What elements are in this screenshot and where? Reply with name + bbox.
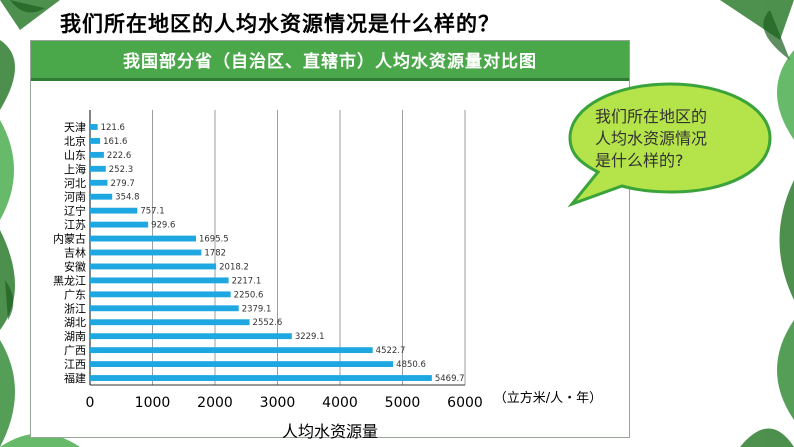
x-axis-label: 人均水资源量 [282,422,378,441]
value-label: 2217.1 [232,276,262,286]
bar [90,305,239,312]
bar [90,249,202,256]
value-label: 3229.1 [295,332,325,342]
x-tick-label: 3000 [260,395,296,411]
x-tick-label: 6000 [447,395,483,411]
value-label: 2250.6 [234,290,264,300]
chart-title: 我国部分省（自治区、直辖市）人均水资源量对比图 [31,41,629,81]
chart-grid [89,110,466,386]
bubble-line-1: 我们所在地区的 [595,107,708,126]
speech-bubble-shape [567,82,772,208]
slide-title: 我们所在地区的人均水资源情况是什么样的？ [60,12,500,36]
value-label: 929.6 [151,221,175,231]
bar [90,124,98,130]
category-label: 浙江 [64,302,86,315]
chart-bars [90,124,432,381]
speech-bubble [567,82,772,208]
bar [90,151,104,158]
bar [90,137,101,144]
x-tick-label: 5000 [385,395,421,411]
category-label: 广东 [64,288,86,301]
category-label: 安徽 [64,259,86,273]
x-tick-label: 4000 [322,395,358,411]
category-label: 北京 [64,134,86,148]
bar [90,333,292,340]
value-label: 2379.1 [242,304,272,314]
bar [90,221,149,228]
bar [90,361,394,368]
value-label: 1782 [204,249,226,259]
bar [90,193,113,200]
category-label: 山东 [64,149,86,162]
bubble-line-2: 人均水资源情况 [595,129,708,148]
category-label: 内蒙古 [53,232,86,246]
category-label: 江苏 [64,219,86,232]
value-label: 161.6 [103,137,127,147]
category-label: 天津 [64,121,86,134]
bar [90,263,217,270]
bar [90,277,229,284]
value-label: 121.6 [101,123,125,133]
bar [90,347,373,354]
speech-bubble-text: 我们所在地区的 人均水资源情况 是什么样的? [595,106,745,172]
value-label: 252.3 [109,165,133,175]
x-tick-label: 1000 [135,395,171,411]
category-label: 辽宁 [64,204,86,218]
value-label: 757.1 [140,207,164,217]
category-label: 广西 [64,344,86,357]
category-label: 湖北 [64,316,86,329]
bar [90,207,138,214]
category-label: 江西 [64,358,86,371]
value-label: 4522.7 [376,346,406,356]
bar [90,375,432,381]
category-label: 湖南 [64,330,86,343]
value-label: 5469.7 [435,374,465,384]
bubble-line-3: 是什么样的? [595,151,684,170]
chart-panel: 我国部分省（自治区、直辖市）人均水资源量对比图 [30,40,630,438]
category-label: 吉林 [64,246,86,260]
bar [90,165,106,172]
bar [90,235,196,242]
category-label: 福建 [64,371,86,385]
x-axis-unit: （立方米/人・年） [494,390,602,406]
chart-labels: 0 1000 2000 3000 4000 5000 6000 天津 121.6 北京 161.6 山… [53,121,483,411]
value-label: 354.8 [115,193,139,203]
value-label: 222.6 [107,151,131,161]
value-label: 4850.6 [396,360,426,370]
x-tick-label: 0 [86,395,95,411]
bar [90,179,108,186]
bar [90,291,231,298]
value-label: 2552.6 [253,318,283,328]
x-tick-label: 2000 [197,395,233,411]
value-label: 1695.5 [199,235,229,245]
category-label: 河南 [64,191,86,204]
bar [90,319,250,326]
category-label: 河北 [64,177,86,190]
value-label: 279.7 [110,179,134,189]
category-label: 上海 [64,162,86,176]
value-label: 2018.2 [219,262,249,272]
category-label: 黑龙江 [53,274,86,287]
